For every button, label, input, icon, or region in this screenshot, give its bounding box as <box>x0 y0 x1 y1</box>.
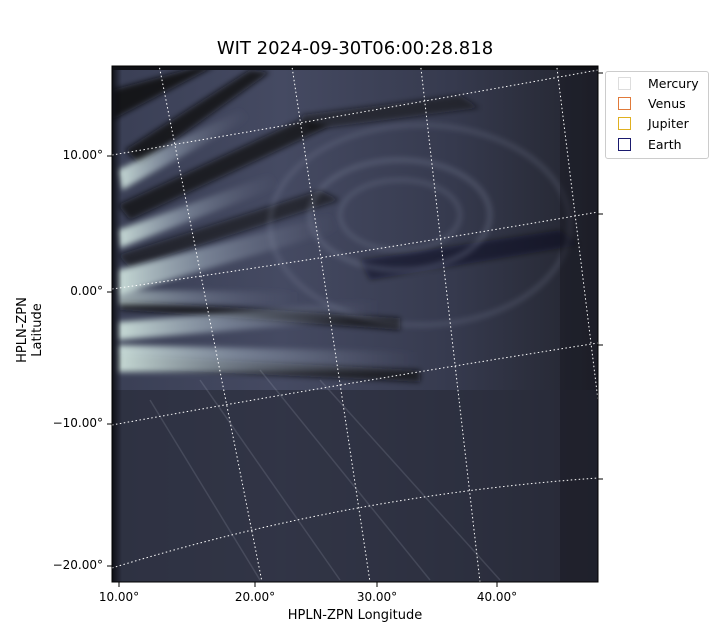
y-tick-label: 0.00° <box>70 284 103 298</box>
jupiter-swatch <box>618 116 631 130</box>
right-ticks <box>598 72 603 480</box>
coordinate-grid <box>112 66 598 582</box>
legend-item-mercury: Mercury <box>618 74 699 92</box>
legend-label: Venus <box>648 95 686 111</box>
y-tick-marks <box>107 155 112 567</box>
y-tick-label: 10.00° <box>62 148 103 162</box>
legend-label: Jupiter <box>648 115 689 131</box>
y-tick-label: −10.00° <box>52 416 103 430</box>
legend-item-jupiter: Jupiter <box>618 114 689 132</box>
legend-item-venus: Venus <box>618 94 686 112</box>
earth-swatch <box>618 137 631 151</box>
coronal-image <box>112 66 598 582</box>
x-tick-label: 40.00° <box>476 590 518 604</box>
mercury-swatch <box>618 76 631 90</box>
x-tick-marks <box>118 582 498 587</box>
legend: Mercury Venus Jupiter Earth <box>605 71 709 159</box>
x-tick-label: 30.00° <box>356 590 398 604</box>
plot-frame <box>111 65 599 583</box>
x-tick-label: 10.00° <box>98 590 140 604</box>
legend-label: Mercury <box>648 75 699 91</box>
y-axis-label: HPLN-ZPN Latitude <box>15 297 45 363</box>
x-tick-label: 20.00° <box>234 590 276 604</box>
legend-item-earth: Earth <box>618 135 682 153</box>
plot-title: WIT 2024-09-30T06:00:28.818 <box>216 38 494 59</box>
y-tick-label: −20.00° <box>52 558 103 572</box>
x-axis-label: HPLN-ZPN Longitude <box>287 608 423 623</box>
legend-label: Earth <box>648 136 682 152</box>
venus-swatch <box>618 96 631 110</box>
